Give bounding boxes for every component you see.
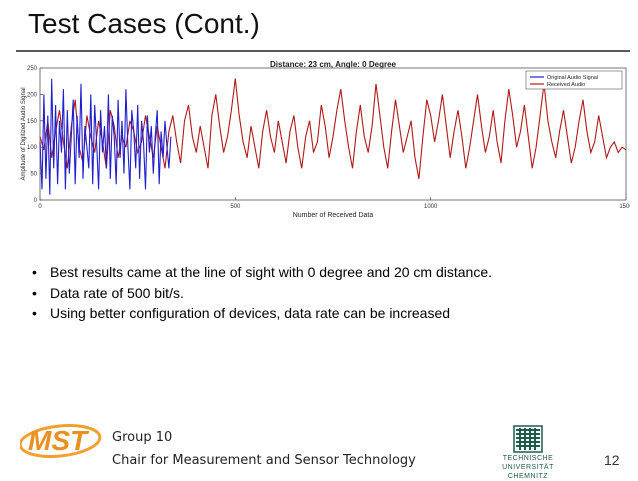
y-tick-label: 0	[34, 198, 38, 204]
series-line-received	[39, 78, 627, 179]
tuc-line-1: TECHNISCHE UNIVERSITÄT	[502, 455, 554, 471]
y-axis-label: Amplitude of Digitized Audio Signal	[21, 87, 27, 180]
footer-chair: Chair for Measurement and Sensor Technol…	[112, 453, 416, 468]
y-tick-label: 150	[27, 119, 38, 125]
series-line-original	[39, 78, 172, 195]
mst-logo-text: MST	[28, 425, 90, 456]
bullet-item: Best results came at the line of sight w…	[32, 262, 492, 283]
title-divider	[16, 50, 630, 52]
legend-box	[525, 70, 623, 90]
y-tick-label: 250	[27, 66, 38, 72]
chart-title: Distance: 23 cm, Angle: 0 Degree	[270, 60, 397, 69]
tuc-logo	[513, 425, 543, 453]
bullet-list: Best results came at the line of sight w…	[32, 262, 492, 324]
y-tick-label: 50	[30, 172, 37, 178]
tuc-logo-text: TECHNISCHE UNIVERSITÄT CHEMNITZ	[478, 454, 578, 481]
bullet-item: Data rate of 500 bit/s.	[32, 283, 492, 304]
tuc-line-2: CHEMNITZ	[507, 473, 549, 480]
mst-logo: MST	[20, 424, 102, 458]
footer-group: Group 10	[112, 430, 173, 445]
x-axis-label: Number of Received Data	[293, 212, 374, 218]
x-tick-label: 0	[38, 204, 42, 210]
legend-label: Received Audio	[547, 82, 585, 88]
legend-label: Original Audio Signal	[547, 75, 598, 81]
x-tick-label: 500	[230, 204, 241, 210]
y-tick-label: 200	[27, 92, 38, 98]
x-tick-label: 1000	[424, 204, 438, 210]
bullet-item: Using better configuration of devices, d…	[32, 303, 492, 324]
plot-frame	[39, 67, 627, 201]
y-tick-label: 100	[27, 145, 38, 151]
page-number: 12	[604, 452, 620, 468]
slide-title: Test Cases (Cont.)	[28, 8, 260, 39]
